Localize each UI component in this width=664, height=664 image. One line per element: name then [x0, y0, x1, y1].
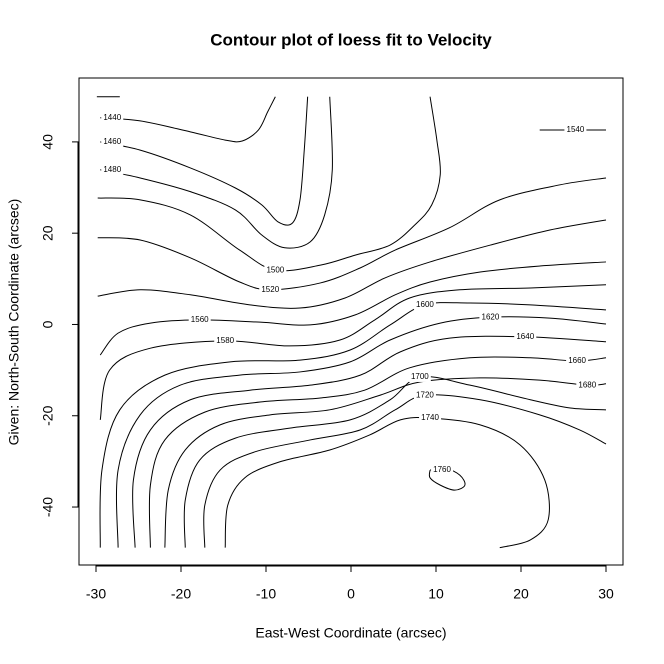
y-tick-label: -40	[40, 497, 56, 517]
contour-label-bg	[214, 335, 237, 346]
contour-line	[99, 261, 607, 356]
contour-line	[164, 377, 607, 548]
x-tick-label: -10	[256, 586, 276, 602]
contour-label-bg	[479, 312, 502, 323]
contour-label-bg	[514, 331, 537, 342]
contour-line	[100, 96, 276, 143]
contour-line	[99, 302, 607, 548]
contour-line	[183, 375, 607, 548]
x-tick-label: -30	[86, 586, 106, 602]
contour-label-group: 1680	[576, 380, 599, 391]
contour-label: 1480	[103, 165, 121, 174]
contour-label: 1460	[103, 137, 121, 146]
contour-label-bg	[576, 380, 599, 391]
contour-label-group: 1640	[514, 331, 537, 342]
contour-line	[99, 284, 607, 420]
y-tick-label: 40	[40, 134, 56, 150]
contour-label-group: 1600	[413, 299, 436, 310]
contour-label: 1720	[416, 390, 434, 399]
x-tick-label: 10	[428, 586, 444, 602]
contour-label: 1760	[433, 465, 451, 474]
contour-label-group: 1660	[566, 355, 589, 366]
contour-line	[97, 129, 607, 309]
contour-label-group: 1740	[419, 413, 442, 424]
contour-label-group: 1580	[214, 335, 237, 346]
contour-label: 1740	[421, 413, 439, 422]
contour-label-bg	[408, 371, 431, 382]
contour-line	[132, 335, 607, 548]
contour-line	[97, 96, 441, 272]
contour-label-bg	[566, 355, 589, 366]
contour-label: 1600	[416, 300, 434, 309]
contour-label-group: 1540	[564, 125, 587, 136]
contour-label-bg	[101, 136, 124, 147]
contour-label-bg	[564, 125, 587, 136]
contour-label: 1440	[103, 113, 121, 122]
contour-label-group: 1760	[431, 465, 454, 476]
contour-label-group: 1560	[188, 314, 211, 325]
contour-label: 1620	[482, 312, 500, 321]
contour-label: 1640	[516, 332, 534, 341]
contour-label-bg	[101, 164, 124, 175]
contour-label-bg	[413, 299, 436, 310]
contour-label: 1560	[191, 315, 209, 324]
contour-label-group: 1480	[101, 164, 124, 175]
x-axis-title: East-West Coordinate (arcsec)	[255, 625, 446, 641]
contour-line	[224, 417, 550, 549]
contour-label: 1680	[578, 380, 596, 389]
contour-line	[148, 356, 607, 548]
x-tick-label: 30	[598, 586, 614, 602]
contour-label-bg	[188, 314, 211, 325]
contour-line	[97, 177, 607, 291]
x-tick-label: 20	[513, 586, 529, 602]
contour-line	[100, 96, 333, 249]
contour-line	[203, 394, 607, 548]
contour-label-group: 1620	[479, 312, 502, 323]
contour-label-bg	[431, 465, 454, 476]
y-tick-label: 0	[40, 320, 56, 328]
contour-label-group: 1720	[413, 390, 436, 401]
chart-title: Contour plot of loess fit to Velocity	[210, 30, 492, 49]
contour-label: 1700	[411, 372, 429, 381]
contour-line	[115, 316, 607, 548]
y-tick-label: 20	[40, 225, 56, 241]
x-tick-label: 0	[347, 586, 355, 602]
contour-line	[100, 96, 309, 226]
contour-label: 1500	[266, 265, 284, 274]
contour-label: 1580	[216, 336, 234, 345]
contour-label-group: 1460	[101, 136, 124, 147]
y-axis-title: Given: North-South Coordinate (arcsec)	[6, 199, 22, 446]
contour-label: 1520	[261, 285, 279, 294]
contour-label-bg	[264, 265, 287, 276]
contour-label-group: 1520	[259, 284, 282, 295]
contour-label-bg	[419, 413, 442, 424]
contour-label-bg	[413, 390, 436, 401]
x-tick-label: -20	[171, 586, 191, 602]
contour-label: 1540	[567, 125, 585, 134]
contour-label-group: 1440	[101, 112, 124, 123]
contour-label-bg	[259, 284, 282, 295]
contour-label: 1660	[568, 356, 586, 365]
y-tick-label: -20	[40, 405, 56, 425]
contour-label-group: 1500	[264, 265, 287, 276]
contour-label-bg	[101, 112, 124, 123]
contour-label-group: 1700	[408, 371, 431, 382]
